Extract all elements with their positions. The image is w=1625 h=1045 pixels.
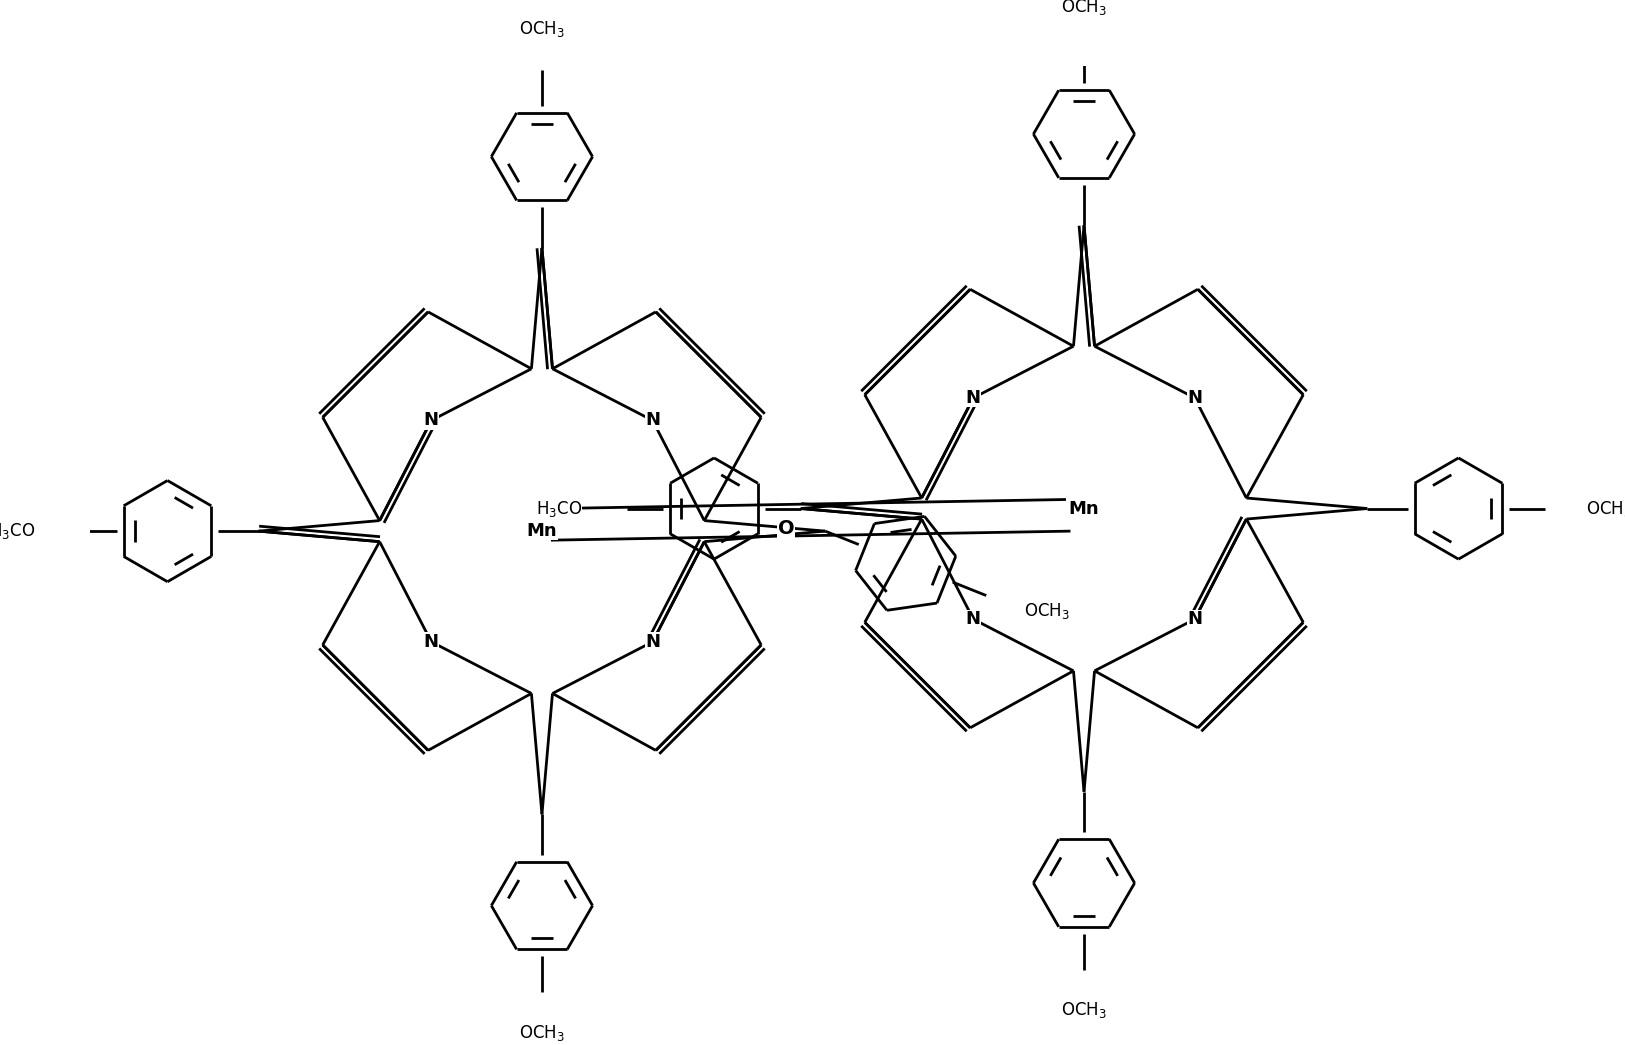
Text: OCH$_3$: OCH$_3$	[1024, 601, 1069, 621]
Text: Mn: Mn	[1069, 500, 1100, 517]
Text: OCH$_3$: OCH$_3$	[1061, 0, 1107, 17]
Text: OCH$_3$: OCH$_3$	[518, 19, 566, 40]
Text: H$_3$CO: H$_3$CO	[0, 521, 36, 541]
Text: N: N	[424, 412, 439, 429]
Text: N: N	[965, 610, 982, 628]
Text: Mn: Mn	[526, 522, 557, 540]
Text: OCH$_3$: OCH$_3$	[518, 1023, 566, 1043]
Text: H$_3$CO: H$_3$CO	[536, 498, 582, 518]
Text: OCH$_3$: OCH$_3$	[1586, 498, 1625, 518]
Text: N: N	[424, 633, 439, 651]
Text: OCH$_3$: OCH$_3$	[1061, 1000, 1107, 1020]
Text: N: N	[965, 389, 982, 407]
Text: N: N	[645, 412, 660, 429]
Text: N: N	[645, 633, 660, 651]
Text: N: N	[1188, 610, 1202, 628]
Text: O: O	[778, 519, 795, 538]
Text: N: N	[1188, 389, 1202, 407]
